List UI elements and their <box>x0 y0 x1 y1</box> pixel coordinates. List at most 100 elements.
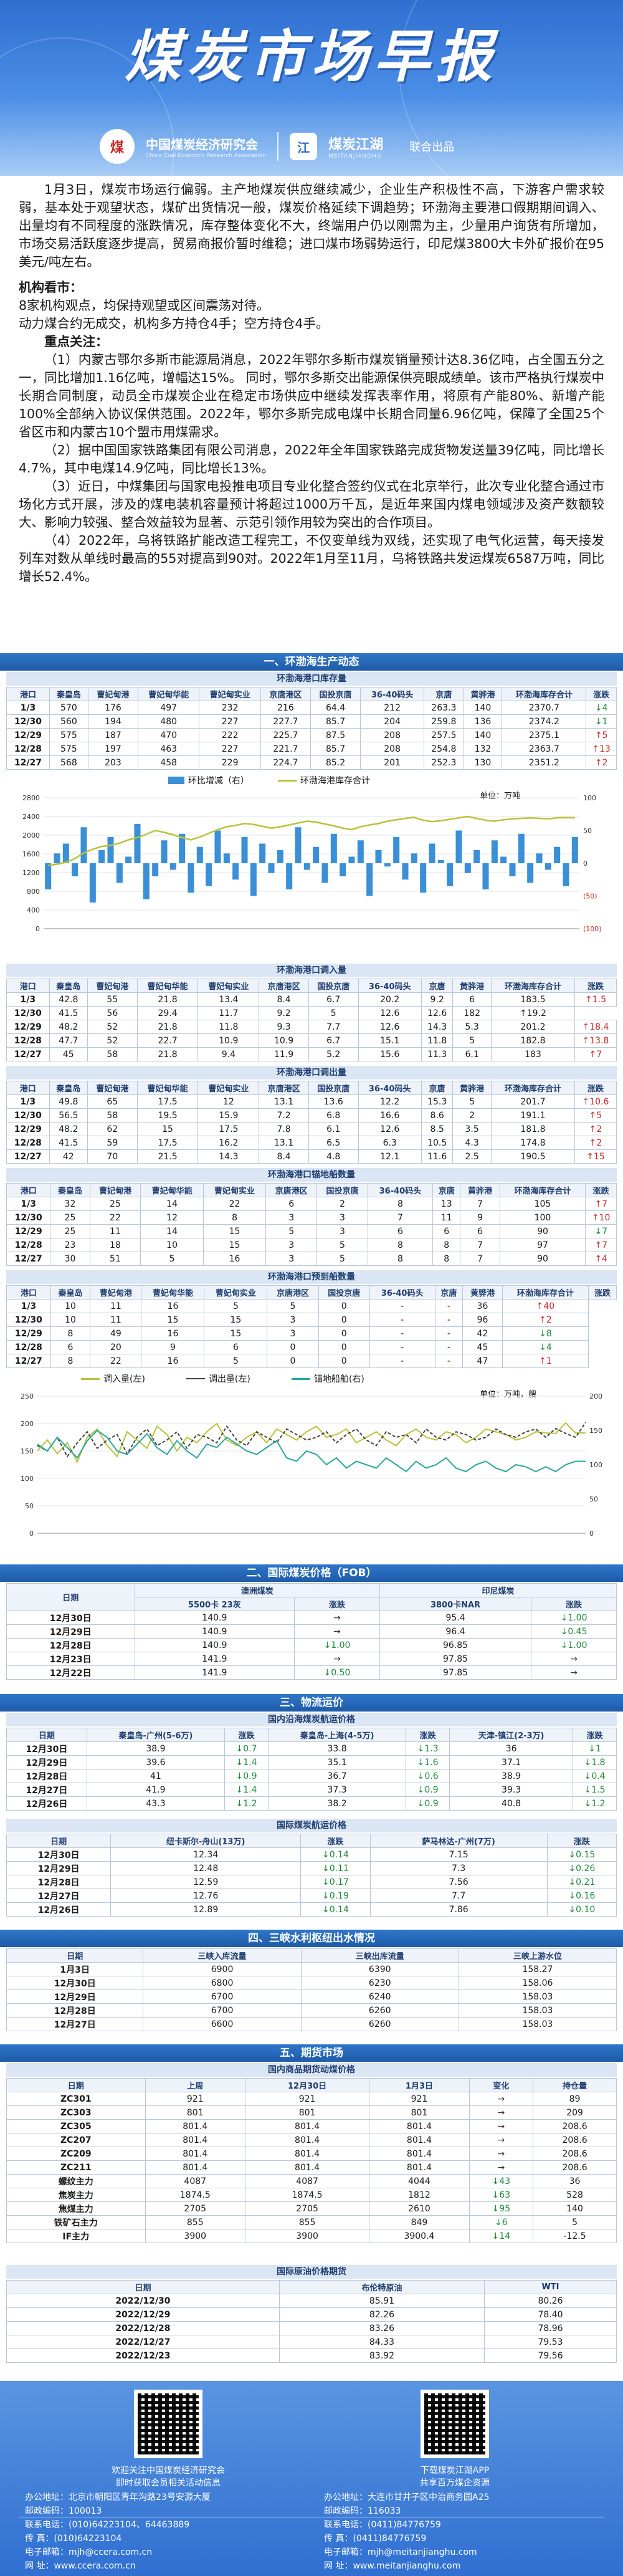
outflow-col-header: 曹妃甸华能 <box>136 1081 199 1095</box>
table-cell: ↓1.00 <box>531 1638 617 1652</box>
bar-change <box>54 853 60 863</box>
table-cell: 11 <box>90 1299 142 1313</box>
table-row: 12月30日 12.34 ↓0.14 7.15 ↓0.15 <box>6 1847 617 1862</box>
table-cell: 174.8 <box>490 1136 576 1150</box>
table-row: 12月27日 41.9 ↓1.4 37.3 ↓0.9 39.3 ↓1.5 <box>6 1783 617 1797</box>
anchorage-col-header: 京唐港区 <box>265 1183 318 1197</box>
predicted-col-header: 涨跌 <box>588 1285 617 1300</box>
mjh-website[interactable]: 网 址：www.meitanjianghu.com <box>324 2561 461 2571</box>
table-cell: 9.2 <box>259 1006 309 1020</box>
table-cell: ↑15 <box>574 1149 617 1164</box>
table-cell: 42 <box>49 1149 88 1164</box>
three-gorges-col-header: 三峡入库流量 <box>143 1948 302 1963</box>
bar-change <box>295 827 302 863</box>
table-cell: 10.9 <box>259 1033 309 1048</box>
table-cell: 12/30 <box>6 1006 50 1020</box>
ccera-name-en: China Coal Economic Research Association <box>146 152 267 159</box>
table-cell: ↓1.8 <box>573 1755 617 1769</box>
ccera-website[interactable]: 网 址：www.ccera.com.cn <box>25 2561 136 2571</box>
table-cell: 12月27日 <box>6 2017 144 2031</box>
table-cell: ↓0.16 <box>546 1889 617 1903</box>
predicted-col-header: 京唐 <box>434 1285 464 1300</box>
table-cell: ↑1 <box>502 1354 589 1368</box>
table-cell: 2022/12/23 <box>6 2349 280 2363</box>
table-cell: - <box>369 1313 435 1327</box>
bar-change <box>340 863 346 876</box>
table-cell: 2351.2 <box>502 755 587 770</box>
three-gorges-col-header: 三峡出库流量 <box>300 1948 459 1963</box>
table-cell: 458 <box>137 755 200 770</box>
oil-futures-title: 国际原油价格期货 <box>6 2265 617 2279</box>
table-cell: 82.26 <box>278 2307 485 2322</box>
table-cell: ↓1 <box>573 1741 617 1756</box>
table-row: 1/3 49.8 65 17.5 12 13.1 13.6 12.2 15.3 5 201.7 ↑10… <box>6 1094 617 1109</box>
chart1-legend: 环比增减（右） 环渤海港库存合计 <box>168 774 370 787</box>
table-cell: 480 <box>137 714 200 729</box>
table-cell: 141.9 <box>134 1652 295 1666</box>
table-cell: 12 <box>140 1210 204 1225</box>
y-tick-label: 150 <box>21 1447 34 1455</box>
table-cell: 12.89 <box>110 1902 302 1917</box>
table-cell: 208.6 <box>533 2119 617 2133</box>
table-cell: 21.5 <box>136 1149 199 1164</box>
table-cell: 12/27 <box>6 1149 50 1164</box>
meitanjianghu-name-cn: 煤炭江湖 <box>328 137 384 153</box>
meitanjianghu-logo-icon: 江 <box>290 133 318 160</box>
table-cell: 2705 <box>145 2201 245 2216</box>
table-cell: 183.5 <box>490 992 576 1007</box>
mjh-email[interactable]: 电子邮箱：mjh@meitanjianghu.com <box>324 2547 477 2557</box>
table-cell: 12.6 <box>358 1020 422 1034</box>
legend-anchorage-swatch <box>291 1377 310 1380</box>
chart2-legend: 调入量(左) 调出量(左) 锚地船舶(右) <box>81 1372 364 1385</box>
page-title: 煤炭市场早报 <box>125 24 498 90</box>
table-cell: 3 <box>265 1210 318 1225</box>
predicted-col-header: 港口 <box>6 1285 51 1300</box>
table-cell: 12月26日 <box>6 1796 87 1811</box>
table-cell: 6600 <box>143 2017 302 2031</box>
ccera-email[interactable]: 电子邮箱：mjh@ccera.com.cn <box>25 2547 153 2557</box>
outflow-col-header: 涨跌 <box>574 1081 617 1095</box>
table-cell: 183 <box>490 1047 576 1061</box>
table-row: 2022/12/30 85.91 80.26 <box>6 2294 617 2308</box>
table-row: 12月29日 12.48 ↓0.11 7.3 ↓0.26 <box>6 1861 617 1875</box>
meitanjianghu-name-en: MEITANJIANGHU <box>328 153 382 160</box>
bar-change <box>268 863 275 873</box>
table-cell: → <box>294 1611 380 1625</box>
table-cell: ↓0.7 <box>224 1741 269 1756</box>
table-cell: 13.1 <box>259 1094 309 1109</box>
ccera-fax: 传 真：(010)64223104 <box>25 2534 122 2544</box>
table-cell: 10 <box>50 1313 91 1327</box>
table-cell: 9.4 <box>197 1047 260 1061</box>
table-cell: - <box>369 1340 435 1354</box>
bar-change <box>473 850 480 863</box>
app-qr-caption-line: 共享百万煤企资源 <box>420 2478 490 2488</box>
section-futures-title: 五、期货市场 <box>0 2044 623 2062</box>
table-cell: 47 <box>462 1354 503 1368</box>
line-inventory <box>47 815 575 866</box>
ccera-qr-code[interactable] <box>134 2390 202 2458</box>
table-cell: 8.6 <box>421 1108 454 1123</box>
inventory-col-header: 环渤海库存合计 <box>502 687 587 701</box>
qr-pattern <box>424 2393 485 2454</box>
coastal-freight-table: 日期 秦皇岛-广州(5-6万) 涨跌 秦皇岛-上海(4-5万) 涨跌 天津-镇江(2-3万… <box>6 1728 617 1811</box>
table-cell: 12月29日 <box>6 1989 144 2004</box>
anchorage-col-header: 36-40码头 <box>367 1183 433 1197</box>
table-cell: 158.27 <box>458 1962 617 1976</box>
table-cell: 182 <box>452 1006 492 1020</box>
table-row: 焦煤主力 2705 2705 2610 ↓95 140 <box>6 2201 617 2216</box>
table-cell: 3 <box>265 1252 318 1266</box>
table-cell: 921 <box>145 2092 245 2106</box>
app-qr-code[interactable] <box>421 2390 489 2458</box>
predicted-col-header: 环渤海库存合计 <box>502 1285 589 1300</box>
table-cell: 焦煤主力 <box>6 2201 146 2216</box>
table-cell: → <box>294 1652 380 1666</box>
bar-change <box>536 853 543 863</box>
table-cell: ↑2 <box>502 1313 589 1327</box>
table-cell: 21.8 <box>136 1047 199 1061</box>
table-cell: 22 <box>89 1210 141 1225</box>
table-cell: 12/27 <box>6 1354 51 1368</box>
inventory-col-header: 港口 <box>6 687 50 701</box>
table-cell: 6230 <box>300 1976 459 1990</box>
summary-paragraph: 1月3日，煤炭市场运行偏弱。主产地煤炭供应继续减少，企业生产积极性不高，下游客户… <box>19 182 604 269</box>
bar-change <box>188 863 194 893</box>
